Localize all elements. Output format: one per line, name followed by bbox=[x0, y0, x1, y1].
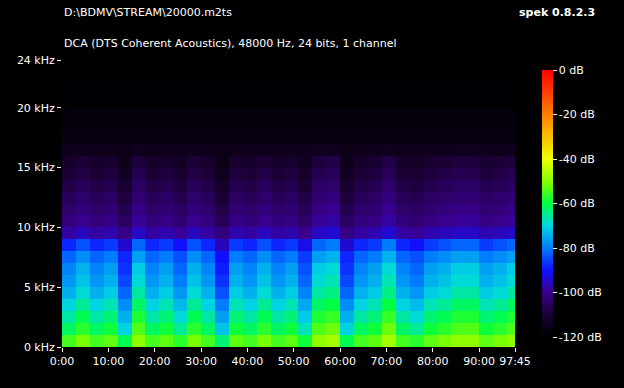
svg-text:70:00: 70:00 bbox=[371, 355, 403, 368]
svg-text:24 kHz: 24 kHz bbox=[17, 54, 55, 67]
svg-text:-100 dB: -100 dB bbox=[559, 286, 602, 299]
svg-text:80:00: 80:00 bbox=[417, 355, 449, 368]
svg-text:-80 dB: -80 dB bbox=[559, 242, 595, 255]
svg-text:15 kHz: 15 kHz bbox=[17, 161, 55, 174]
svg-text:97:45: 97:45 bbox=[499, 355, 531, 368]
svg-text:-120 dB: -120 dB bbox=[559, 331, 602, 344]
svg-text:20:00: 20:00 bbox=[139, 355, 171, 368]
svg-text:20 kHz: 20 kHz bbox=[17, 102, 55, 115]
svg-text:0 dB: 0 dB bbox=[559, 64, 584, 77]
svg-text:-60 dB: -60 dB bbox=[559, 197, 595, 210]
svg-text:0:00: 0:00 bbox=[50, 355, 75, 368]
svg-text:40:00: 40:00 bbox=[232, 355, 264, 368]
svg-text:30:00: 30:00 bbox=[185, 355, 217, 368]
svg-text:5 kHz: 5 kHz bbox=[24, 281, 55, 294]
svg-text:0 kHz: 0 kHz bbox=[24, 341, 55, 354]
svg-text:10:00: 10:00 bbox=[92, 355, 124, 368]
svg-text:-40 dB: -40 dB bbox=[559, 153, 595, 166]
svg-text:10 kHz: 10 kHz bbox=[17, 221, 55, 234]
svg-text:DCA (DTS Coherent Acoustics),: DCA (DTS Coherent Acoustics), 48000 Hz, … bbox=[64, 37, 396, 50]
svg-text:-20 dB: -20 dB bbox=[559, 108, 595, 121]
svg-text:D:\BDMV\STREAM\20000.m2ts: D:\BDMV\STREAM\20000.m2ts bbox=[64, 6, 232, 19]
svg-text:50:00: 50:00 bbox=[278, 355, 310, 368]
svg-text:spek 0.8.2.3: spek 0.8.2.3 bbox=[519, 6, 595, 19]
svg-text:60:00: 60:00 bbox=[324, 355, 356, 368]
svg-text:90:00: 90:00 bbox=[463, 355, 495, 368]
